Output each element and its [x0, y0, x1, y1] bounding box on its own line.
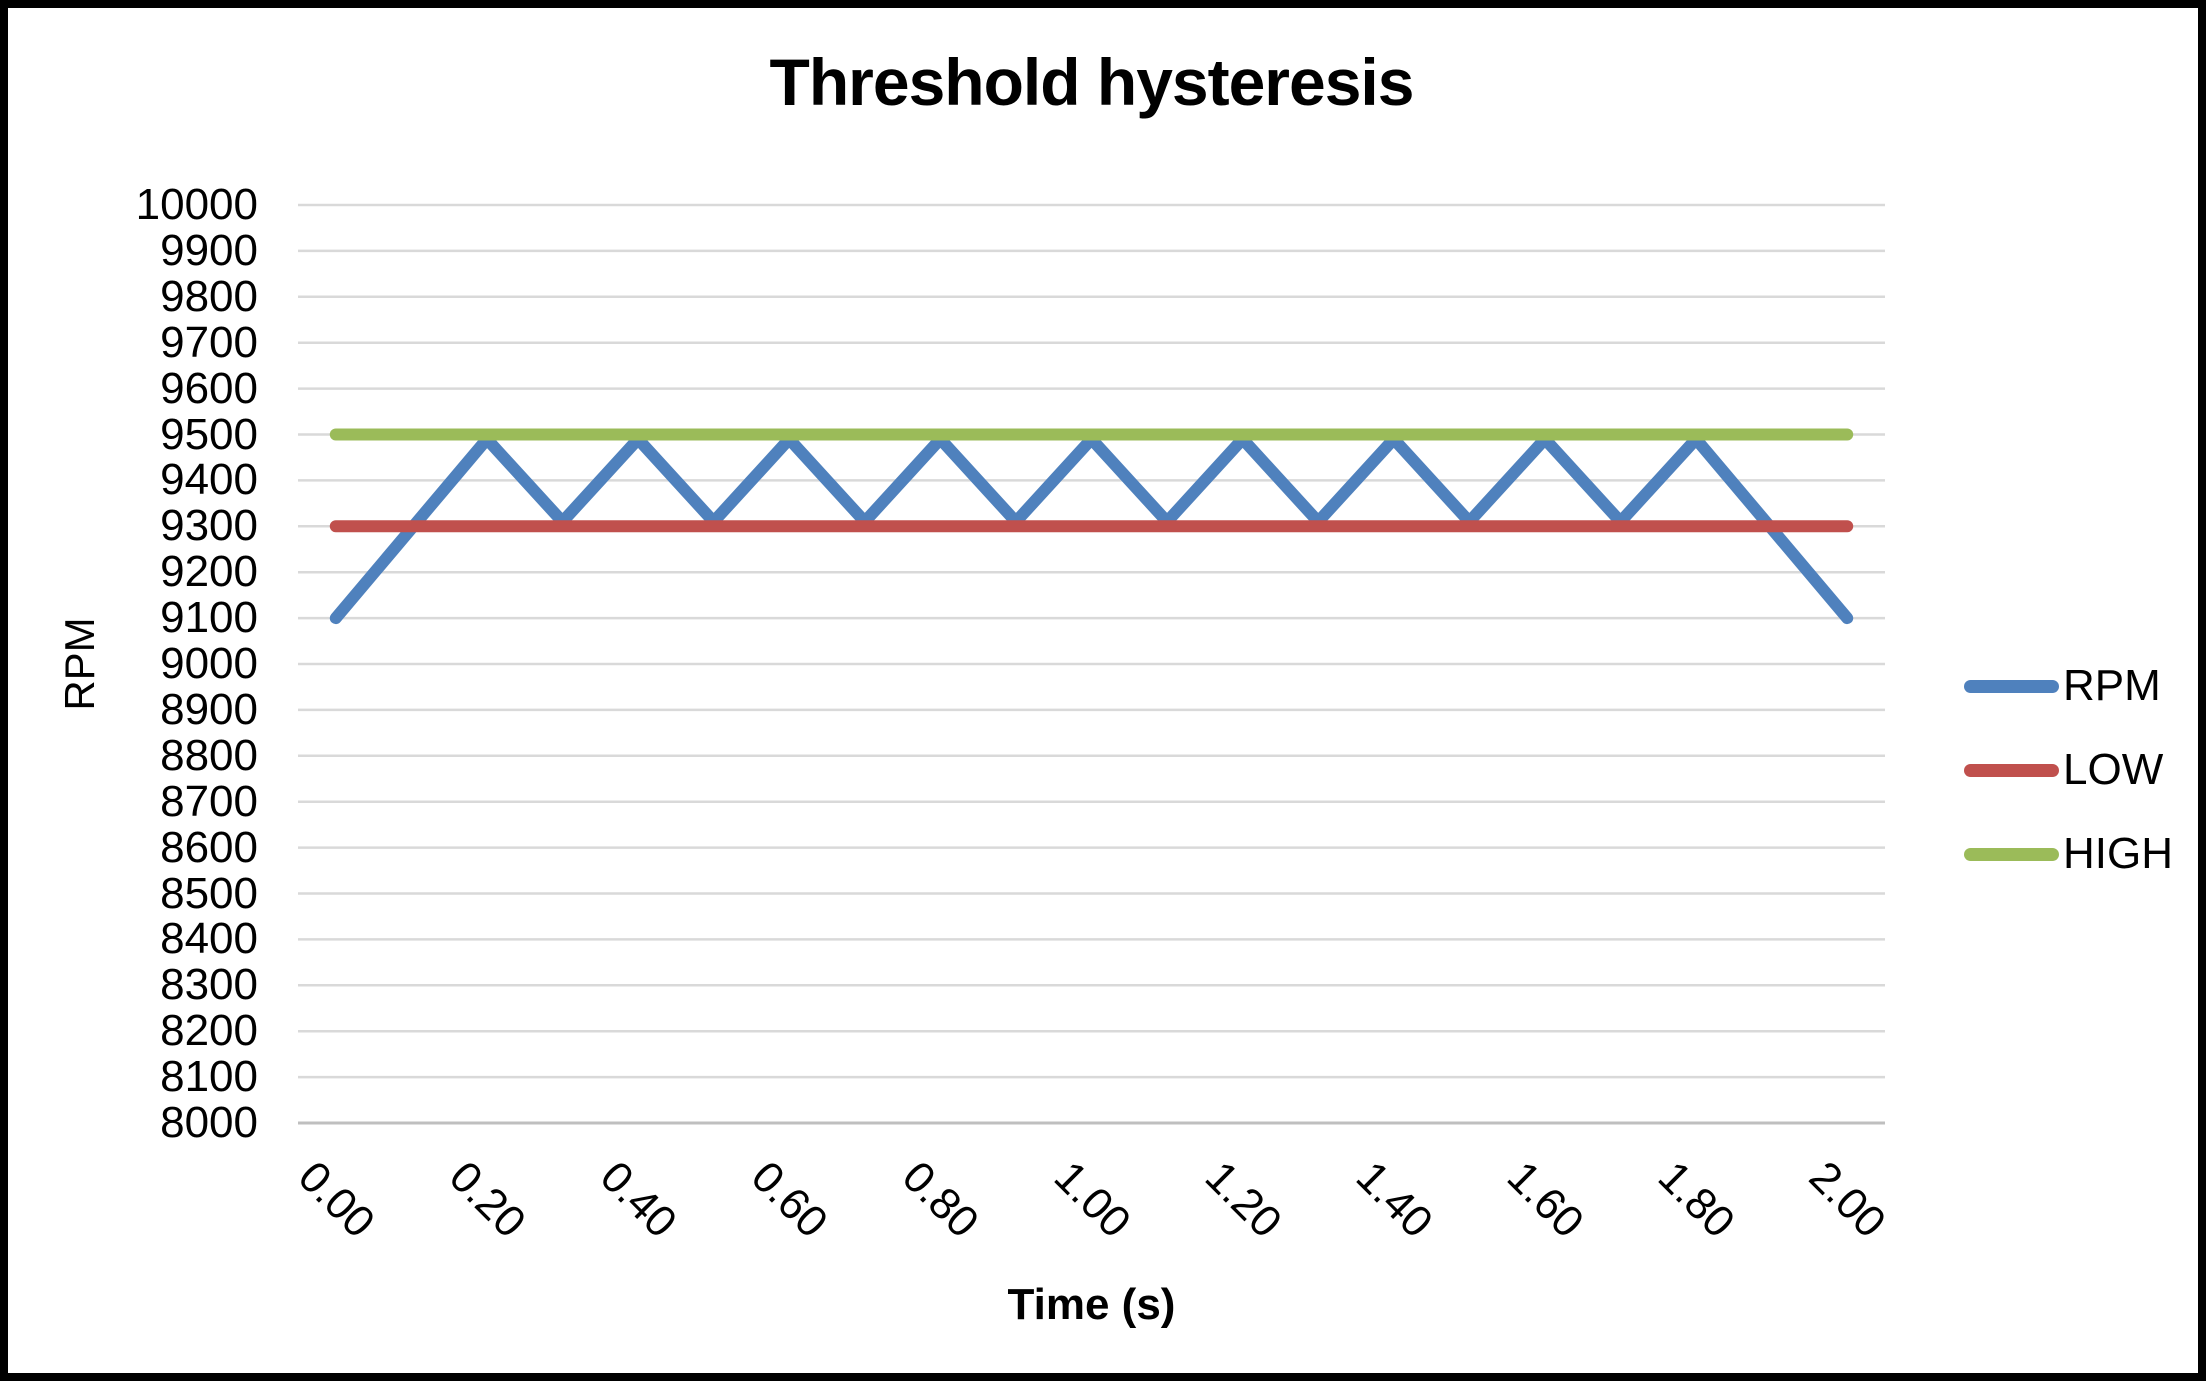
y-tick-label: 8300 [160, 960, 258, 1010]
y-tick-label: 9800 [160, 271, 258, 321]
y-tick-label: 8000 [160, 1098, 258, 1147]
legend-item-low: LOW [1964, 744, 2163, 796]
legend-label: HIGH [2063, 829, 2173, 878]
legend-swatch-high-icon [1964, 847, 2059, 861]
y-tick-label: 9100 [160, 593, 258, 643]
y-tick-label: 8400 [160, 914, 258, 964]
plot-area [298, 203, 1885, 1125]
legend-label: LOW [2063, 745, 2164, 794]
legend-swatch-rpm-icon [1964, 679, 2059, 693]
legend-item-rpm: RPM [1964, 660, 2161, 712]
y-tick-label: 8200 [160, 1006, 258, 1056]
y-tick-label: 9000 [160, 639, 258, 688]
y-tick-label: 8900 [160, 684, 258, 734]
y-tick-label: 9400 [160, 455, 258, 505]
legend-item-high: HIGH [1964, 828, 2173, 880]
x-axis-title: Time (s) [1007, 1280, 1176, 1329]
y-tick-label: 10000 [135, 180, 258, 229]
y-tick-label: 9900 [160, 225, 258, 275]
y-tick-label: 8500 [160, 868, 258, 918]
legend-label: RPM [2063, 661, 2161, 710]
y-tick-label: 8600 [160, 822, 258, 872]
y-tick-label: 9500 [160, 409, 258, 459]
legend-swatch-low-icon [1964, 763, 2059, 777]
y-tick-label: 9200 [160, 547, 258, 597]
y-tick-label: 8700 [160, 776, 258, 826]
y-tick-label: 8100 [160, 1052, 258, 1102]
y-tick-label: 9700 [160, 317, 258, 367]
y-axis-title: RPM [56, 617, 103, 711]
y-tick-label: 8800 [160, 730, 258, 780]
chart-title: Threshold hysteresis [769, 45, 1415, 119]
y-tick-label: 9600 [160, 363, 258, 413]
y-tick-label: 9300 [160, 501, 258, 551]
